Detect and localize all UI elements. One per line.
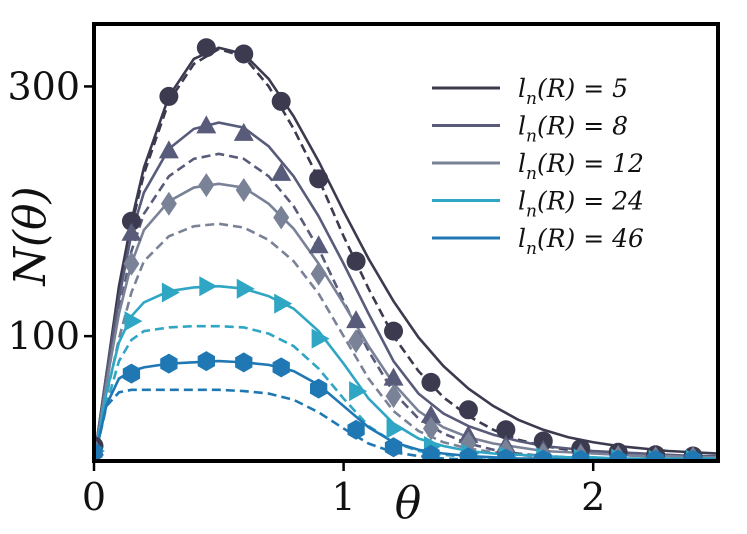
legend-label-4: ln(R) = 24 xyxy=(518,187,644,222)
series-2-marker xyxy=(383,367,404,386)
series-5-marker xyxy=(384,437,403,458)
legend-label-rest: (R) = 46 xyxy=(537,224,644,253)
axes: 0 1 2 100 300 xyxy=(7,22,720,519)
plot-area xyxy=(94,38,718,461)
y-tick-label: 300 xyxy=(7,64,80,108)
legend-label-2: ln(R) = 8 xyxy=(518,112,628,147)
legend-label-sub: n xyxy=(526,202,537,222)
series-3-marker xyxy=(160,191,177,216)
series-5-marker xyxy=(235,352,253,373)
y-tick-label: 100 xyxy=(7,314,80,358)
series-2-marker xyxy=(346,310,367,329)
legend-label-var: l xyxy=(518,74,526,103)
series-3-dashed-line xyxy=(94,222,718,461)
legend-label-var: l xyxy=(518,187,526,216)
series-5-marker xyxy=(309,378,328,399)
legend-label-var: l xyxy=(518,149,526,178)
x-tick-label: 1 xyxy=(332,475,356,519)
series-3-marker xyxy=(198,173,215,198)
legend-label-sub: n xyxy=(526,239,537,259)
legend-label-sub: n xyxy=(526,127,537,147)
series-4-marker xyxy=(236,278,255,299)
series-1-marker xyxy=(196,38,216,58)
legend-label-rest: (R) = 12 xyxy=(537,149,644,178)
series-lines xyxy=(94,46,718,461)
series-4-marker xyxy=(349,381,368,402)
legend-label-sub: n xyxy=(526,89,537,109)
series-2-marker xyxy=(271,162,292,181)
series-1-marker xyxy=(271,91,291,111)
x-tick-label: 2 xyxy=(581,475,605,519)
series-5-marker xyxy=(609,449,627,461)
series-2-marker xyxy=(308,235,329,254)
series-1-solid-line xyxy=(94,46,718,461)
series-1-marker xyxy=(121,211,141,231)
series-5-dashed-line xyxy=(94,388,718,461)
legend-label-rest: (R) = 24 xyxy=(537,187,644,216)
series-1-marker xyxy=(309,169,329,189)
series-markers xyxy=(94,38,705,461)
legend-label-sub: n xyxy=(526,164,537,184)
series-3-solid-line xyxy=(94,182,718,461)
legend-label-var: l xyxy=(518,112,526,141)
series-5-marker xyxy=(272,357,290,378)
legend-label-var: l xyxy=(518,224,526,253)
series-3-marker xyxy=(123,251,140,276)
series-5-marker xyxy=(197,351,215,372)
series-5-marker xyxy=(646,449,665,461)
series-3-marker xyxy=(273,205,290,230)
series-4-marker xyxy=(199,276,218,297)
series-2-solid-line xyxy=(94,121,718,461)
series-2-marker xyxy=(158,140,179,159)
series-1-marker xyxy=(159,86,179,106)
series-5-marker xyxy=(684,449,702,461)
series-4-marker xyxy=(274,293,293,314)
series-5-marker xyxy=(572,449,590,461)
series-1-marker xyxy=(346,251,366,271)
legend-label-3: ln(R) = 12 xyxy=(518,149,644,184)
series-3-marker xyxy=(348,329,365,354)
series-5-marker xyxy=(534,449,552,461)
legend-label-rest: (R) = 5 xyxy=(537,74,628,103)
series-3-marker xyxy=(235,178,252,203)
series-5-marker xyxy=(459,447,478,461)
series-3-marker xyxy=(422,416,439,441)
series-5-marker xyxy=(94,442,103,461)
series-1-marker xyxy=(234,44,254,64)
series-5-marker xyxy=(122,363,141,384)
series-2-marker xyxy=(233,122,254,141)
legend-label-5: ln(R) = 46 xyxy=(518,224,644,259)
legend-label-1: ln(R) = 5 xyxy=(518,74,628,109)
series-5-marker xyxy=(497,448,515,461)
series-2-marker xyxy=(121,222,142,241)
series-1-marker xyxy=(496,420,516,440)
legend-label-rest: (R) = 8 xyxy=(537,112,628,141)
series-5-marker xyxy=(422,444,440,461)
series-4-marker xyxy=(311,328,330,349)
series-3-marker xyxy=(310,261,327,286)
y-axis-label: N(θ) xyxy=(5,186,56,286)
series-2-marker xyxy=(196,115,217,134)
series-5-marker xyxy=(160,353,178,374)
series-4-marker xyxy=(124,311,143,332)
series-4-solid-line xyxy=(94,284,718,461)
x-axis-label: θ xyxy=(395,478,422,529)
series-1-marker xyxy=(384,321,404,341)
series-1-marker xyxy=(421,372,441,392)
series-3-marker xyxy=(385,384,402,409)
series-1-marker xyxy=(458,400,478,420)
series-2-marker xyxy=(420,405,441,424)
axes-frame xyxy=(92,22,720,463)
series-4-marker xyxy=(161,282,180,303)
x-tick-label: 0 xyxy=(82,475,106,519)
series-4-marker xyxy=(386,418,405,439)
series-5-marker xyxy=(347,419,365,440)
